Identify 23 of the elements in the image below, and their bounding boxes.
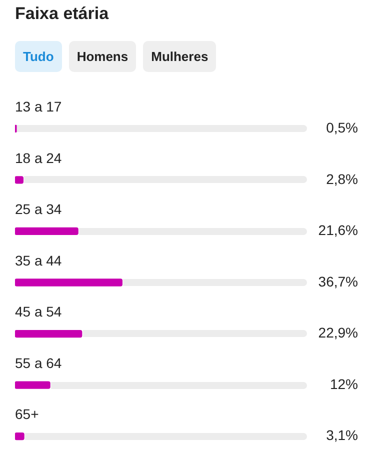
bar: [15, 227, 78, 236]
data-label: 22,9%: [318, 324, 358, 341]
data-label: 0,5%: [326, 120, 358, 136]
y-tick-label: 35 a 44: [15, 252, 62, 268]
y-tick-label: 45 a 54: [15, 304, 62, 320]
y-tick-label: 25 a 34: [15, 201, 62, 218]
data-label: 21,6%: [318, 222, 358, 238]
y-tick-label: 55 a 64: [15, 354, 62, 371]
filter-button: Mulheres: [143, 41, 216, 72]
filter-button: Homens: [68, 41, 136, 72]
bar: [15, 176, 24, 184]
filter-button: Tudo: [15, 41, 62, 72]
data-label: 36,7%: [318, 273, 358, 290]
bar: [15, 432, 24, 440]
y-tick-label: 18 a 24: [15, 150, 62, 166]
data-label: 2,8%: [326, 170, 358, 187]
data-label: 12%: [330, 376, 358, 392]
y-tick-label: 13 a 17: [15, 98, 62, 114]
bar: [15, 330, 82, 338]
y-tick-label: 65+: [15, 406, 39, 422]
bar: [15, 381, 50, 389]
data-label: 3,1%: [326, 427, 358, 444]
chart-title: Faixa etária: [15, 4, 109, 24]
